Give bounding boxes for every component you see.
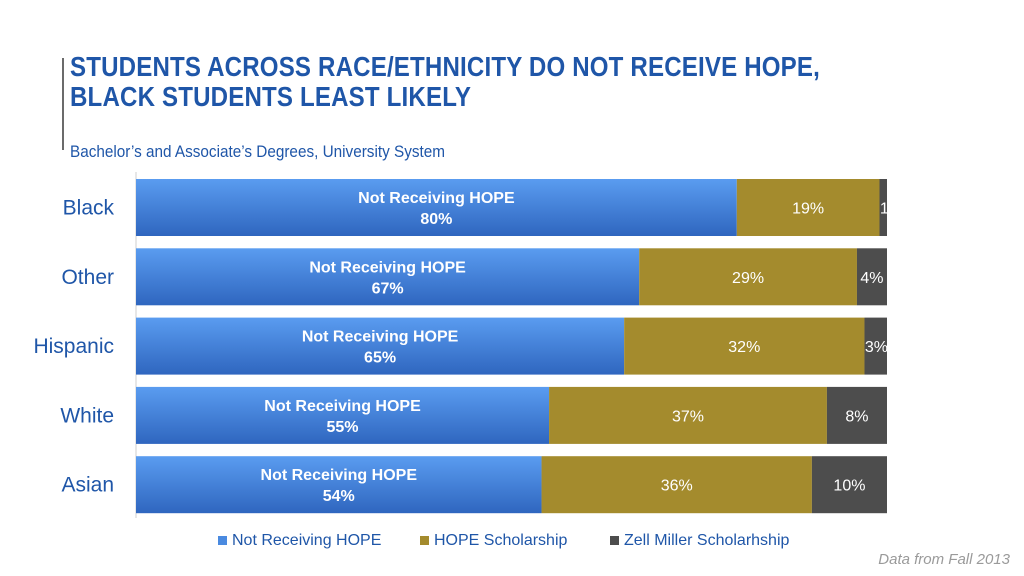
data-label: 67% [372,280,404,297]
category-label: Black [63,197,115,220]
title-line-1: STUDENTS ACROSS RACE/ETHNICITY DO NOT RE… [70,51,820,82]
data-label: Not Receiving HOPE [309,259,466,276]
data-label: 10% [833,478,865,495]
data-label: 32% [728,339,760,356]
bar-segment [856,248,887,306]
data-label: 3% [865,339,888,356]
bar-segment [136,179,737,236]
bar-segment [624,317,865,375]
bar-segment [136,317,625,375]
data-label: Not Receiving HOPE [264,398,421,415]
legend-swatch [610,536,619,545]
bar-segment [864,317,887,375]
bar-segment [879,179,887,236]
bar-segment [549,386,827,444]
data-label: 4% [860,270,883,287]
category-label: Hispanic [33,335,114,358]
bar-segment [541,456,812,514]
bar-segment [811,456,887,514]
data-label: 1% [880,201,903,218]
chart-subtitle: Bachelor’s and Associate’s Degrees, Univ… [70,142,446,161]
data-label: 54% [323,488,355,505]
legend-label: HOPE Scholarship [434,532,567,549]
data-label: 36% [661,478,693,495]
data-label: 29% [732,270,764,287]
data-label: 37% [672,408,704,425]
bar-segment [736,179,880,236]
category-label: White [60,404,114,427]
bar-segment [136,248,640,306]
legend-swatch [420,536,429,545]
data-label: Not Receiving HOPE [302,329,459,346]
data-label: 19% [792,201,824,218]
chart-title: STUDENTS ACROSS RACE/ETHNICITY DO NOT RE… [70,52,878,112]
category-label: Asian [61,474,114,497]
bar-segment [136,386,550,444]
bar-segment [826,386,887,444]
bar-segment [639,248,857,306]
legend-label: Not Receiving HOPE [232,532,381,549]
data-label: Not Receiving HOPE [261,467,418,484]
legend-label: Zell Miller Scholarhship [624,532,789,549]
bar-segment [136,456,542,514]
data-label: 8% [845,408,868,425]
source-note: Data from Fall 2013 [878,551,1010,568]
category-label: Other [61,266,114,289]
title-accent-line [62,58,64,150]
data-label: Not Receiving HOPE [358,190,515,207]
data-label: 80% [420,211,452,228]
legend-swatch [218,536,227,545]
title-line-2: BLACK STUDENTS LEAST LIKELY [70,81,472,112]
data-label: 55% [327,419,359,436]
data-label: 65% [364,350,396,367]
